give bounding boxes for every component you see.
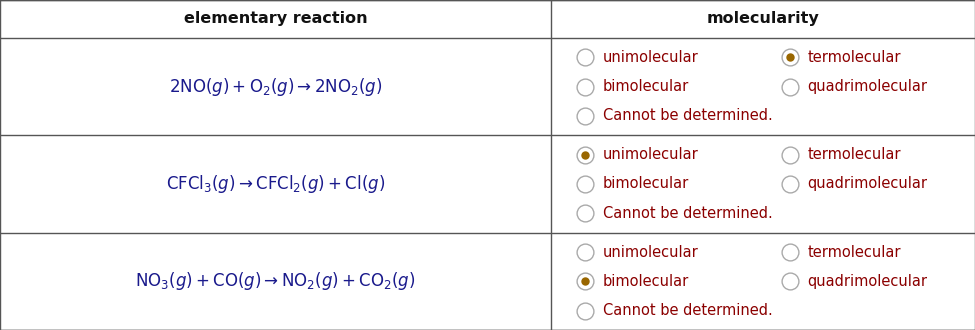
Text: bimolecular: bimolecular: [603, 274, 688, 289]
Text: termolecular: termolecular: [807, 50, 901, 65]
Text: elementary reaction: elementary reaction: [183, 12, 368, 26]
Text: bimolecular: bimolecular: [603, 79, 688, 94]
Text: Cannot be determined.: Cannot be determined.: [603, 303, 772, 318]
Text: unimolecular: unimolecular: [603, 245, 698, 260]
Text: molecularity: molecularity: [707, 12, 819, 26]
Text: quadrimolecular: quadrimolecular: [807, 274, 927, 289]
Text: quadrimolecular: quadrimolecular: [807, 177, 927, 191]
Text: Cannot be determined.: Cannot be determined.: [603, 206, 772, 221]
Text: unimolecular: unimolecular: [603, 147, 698, 162]
Text: quadrimolecular: quadrimolecular: [807, 79, 927, 94]
Text: bimolecular: bimolecular: [603, 177, 688, 191]
Text: $\mathrm{CFCl}_{3}(g) \rightarrow \mathrm{CFCl}_{2}(g) + \mathrm{Cl}(g)$: $\mathrm{CFCl}_{3}(g) \rightarrow \mathr…: [166, 173, 385, 195]
Text: termolecular: termolecular: [807, 245, 901, 260]
Text: $\mathrm{2NO}(g) + \mathrm{O}_{2}(g) \rightarrow \mathrm{2NO}_{2}(g)$: $\mathrm{2NO}(g) + \mathrm{O}_{2}(g) \ri…: [169, 76, 382, 98]
Text: unimolecular: unimolecular: [603, 50, 698, 65]
Text: Cannot be determined.: Cannot be determined.: [603, 108, 772, 123]
Text: termolecular: termolecular: [807, 147, 901, 162]
Text: $\mathrm{NO}_{3}(g) + \mathrm{CO}(g) \rightarrow \mathrm{NO}_{2}(g) + \mathrm{CO: $\mathrm{NO}_{3}(g) + \mathrm{CO}(g) \ri…: [136, 270, 415, 292]
